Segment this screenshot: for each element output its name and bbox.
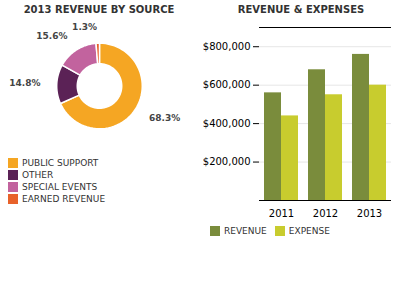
svg-text:2011: 2011	[269, 208, 294, 219]
svg-text:2013: 2013	[357, 208, 382, 219]
svg-text:14.8%: 14.8%	[9, 78, 40, 88]
html-text:REVENUE & EXPENSES: REVENUE & EXPENSES	[237, 4, 365, 15]
html-text:SPECIAL EVENTS: SPECIAL EVENTS	[22, 182, 98, 192]
html-text:PUBLIC SUPPORT: PUBLIC SUPPORT	[22, 158, 99, 168]
svg-text:$400,000: $400,000	[203, 118, 251, 129]
html-text:EXPENSE: EXPENSE	[288, 226, 330, 236]
svg-text:15.6%: 15.6%	[36, 31, 67, 41]
html-text:EARNED REVENUE: EARNED REVENUE	[22, 194, 106, 204]
svg-text:$200,000: $200,000	[203, 156, 251, 167]
html-text:OTHER: OTHER	[22, 170, 54, 180]
html-text:2013 REVENUE BY SOURCE: 2013 REVENUE BY SOURCE	[23, 4, 175, 15]
svg-text:68.3%: 68.3%	[149, 113, 180, 123]
svg-text:2012: 2012	[313, 208, 338, 219]
html-text:REVENUE: REVENUE	[224, 226, 267, 236]
svg-text:1.3%: 1.3%	[72, 22, 97, 32]
svg-text:$800,000: $800,000	[203, 41, 251, 52]
svg-text:$600,000: $600,000	[203, 79, 251, 90]
